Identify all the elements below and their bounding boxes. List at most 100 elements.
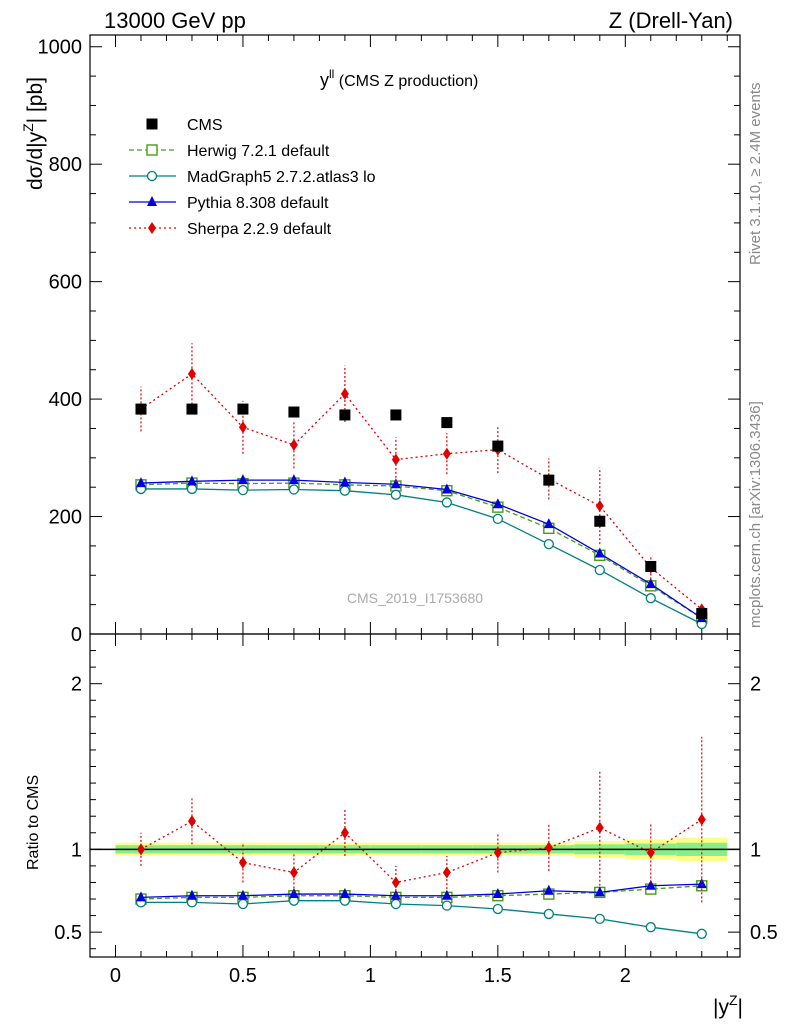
ratio-y-tick-label-right: 1: [750, 839, 761, 861]
ratio-plot: 0 0.5 1 1.5 2 0.5 0.5 1 1 2 2: [54, 633, 778, 987]
ratio-point-pythia-8-308-default: [645, 879, 656, 890]
legend-marker-cms: [146, 118, 158, 130]
ratio-plot-frame: [89, 633, 741, 958]
main-point-pythia-8-308-default: [645, 578, 656, 589]
main-series-line-herwig-7-2-1-default: [140, 482, 703, 619]
xlabel-pre: |y: [713, 996, 729, 1019]
main-point-sherpa-2-2-9-default: [340, 387, 349, 400]
ratio-point-madgraph5-2-7-2-atlas3-lo: [390, 898, 402, 910]
main-point-pythia-8-308-default: [186, 475, 197, 486]
ratio-point-sherpa-2-2-9-default: [493, 846, 502, 859]
main-point-pythia-8-308-default: [390, 478, 401, 489]
main-point-pythia-8-308-default: [594, 547, 605, 558]
ratio-point-sherpa-2-2-9-default: [238, 856, 247, 869]
main-point-pythia-8-308-default: [543, 518, 554, 529]
ratio-point-madgraph5-2-7-2-atlas3-lo: [492, 903, 503, 915]
ylabel-pre: dσ/d|y: [24, 131, 47, 190]
header-left: 13000 GeV pp: [104, 8, 246, 33]
main-point-cms: [696, 607, 708, 619]
main-point-cms: [237, 403, 249, 415]
ratio-point-madgraph5-2-7-2-atlas3-lo: [237, 898, 249, 910]
y-tick-label: 1000: [38, 37, 83, 59]
legend-label-madgraph5-2-7-2-atlas3-lo: MadGraph5 2.7.2.atlas3 lo: [187, 169, 376, 186]
x-tick-label: 2: [620, 965, 631, 987]
main-point-madgraph5-2-7-2-atlas3-lo: [288, 484, 300, 495]
legend-label-sherpa-2-2-9-default: Sherpa 2.2.9 default: [187, 221, 332, 238]
y-tick-label: 800: [49, 154, 82, 176]
ylabel-sup: Z: [20, 123, 36, 132]
main-point-sherpa-2-2-9-default: [391, 453, 400, 466]
side-text-rivet: Rivet 3.1.10, ≥ 2.4M events: [747, 83, 764, 266]
main-point-cms: [339, 409, 351, 421]
legend-marker-pythia-8-308-default: [147, 196, 157, 206]
ratio-point-pythia-8-308-default: [594, 886, 605, 897]
main-point-sherpa-2-2-9-default: [238, 421, 247, 434]
ratio-point-sherpa-2-2-9-default: [340, 826, 349, 839]
ratio-y-axis-label: Ratio to CMS: [25, 775, 42, 870]
main-plot-title: yll (CMS Z production): [320, 67, 478, 90]
x-tick-label: 1.5: [484, 965, 512, 987]
main-point-cms: [594, 515, 606, 527]
main-point-cms: [390, 409, 402, 421]
main-point-sherpa-2-2-9-default: [187, 367, 196, 380]
ratio-point-sherpa-2-2-9-default: [646, 846, 655, 859]
main-point-cms: [492, 440, 504, 452]
legend: CMS Herwig 7.2.1 default MadGraph5 2.7.2.a…: [129, 117, 376, 238]
xlabel-sup: Z: [729, 992, 738, 1008]
title-rest: (CMS Z production): [334, 73, 478, 90]
main-point-madgraph5-2-7-2-atlas3-lo: [186, 483, 198, 495]
main-point-cms: [645, 560, 657, 572]
ratio-point-madgraph5-2-7-2-atlas3-lo: [543, 908, 554, 920]
header-right: Z (Drell-Yan): [609, 8, 733, 33]
ratio-point-pythia-8-308-default: [339, 888, 350, 899]
ratio-point-sherpa-2-2-9-default: [595, 821, 604, 834]
main-point-madgraph5-2-7-2-atlas3-lo: [237, 484, 249, 496]
ratio-y-tick-label-right: 0.5: [750, 922, 778, 944]
main-point-cms: [441, 417, 453, 429]
ratio-point-sherpa-2-2-9-default: [187, 815, 196, 828]
x-tick-label: 0: [110, 965, 121, 987]
x-tick-label: 0.5: [229, 965, 257, 987]
main-point-sherpa-2-2-9-default: [289, 438, 298, 451]
y-tick-label: 400: [49, 389, 82, 411]
x-axis-label: |yZ|: [713, 992, 743, 1019]
main-series-line-sherpa-2-2-9-default: [140, 372, 703, 610]
ratio-point-sherpa-2-2-9-default: [391, 876, 400, 889]
main-point-pythia-8-308-default: [237, 474, 248, 485]
ratio-point-pythia-8-308-default: [696, 878, 707, 889]
ratio-point-sherpa-2-2-9-default: [544, 841, 553, 854]
legend-label-cms: CMS: [187, 117, 223, 134]
main-point-cms: [186, 403, 198, 415]
y-axis-label: dσ/d|yZ| [pb]: [20, 77, 47, 190]
ratio-point-pythia-8-308-default: [237, 889, 248, 900]
ratio-point-pythia-8-308-default: [441, 889, 452, 900]
analysis-id: CMS_2019_I1753680: [347, 590, 483, 606]
main-point-madgraph5-2-7-2-atlas3-lo: [492, 513, 503, 525]
ratio-point-pythia-8-308-default: [135, 891, 146, 902]
main-point-cms: [135, 403, 147, 415]
ratio-point-sherpa-2-2-9-default: [442, 866, 451, 879]
xlabel-post: |: [738, 996, 743, 1019]
ratio-point-sherpa-2-2-9-default: [697, 813, 706, 826]
main-point-pythia-8-308-default: [441, 483, 452, 494]
ratio-series-line-madgraph5-2-7-2-atlas3-lo: [140, 900, 702, 935]
ratio-point-madgraph5-2-7-2-atlas3-lo: [696, 928, 707, 939]
main-point-cms: [543, 474, 555, 486]
ratio-point-pythia-8-308-default: [186, 889, 197, 900]
ratio-y-tick-label: 2: [71, 674, 82, 696]
main-point-pythia-8-308-default: [288, 474, 299, 485]
side-text-mcplots: mcplots.cern.ch [arXiv:1306.3436]: [747, 401, 764, 628]
main-series-line-pythia-8-308-default: [140, 479, 703, 619]
ratio-y-tick-label: 0.5: [54, 922, 82, 944]
legend-marker-herwig-7-2-1-default: [146, 144, 158, 156]
y-tick-label: 0: [71, 624, 82, 646]
main-point-cms: [288, 406, 300, 418]
ratio-point-madgraph5-2-7-2-atlas3-lo: [441, 900, 453, 911]
ratio-series-line-pythia-8-308-default: [140, 883, 702, 899]
ratio-point-sherpa-2-2-9-default: [289, 866, 298, 879]
ratio-point-madgraph5-2-7-2-atlas3-lo: [594, 913, 605, 925]
main-point-pythia-8-308-default: [135, 477, 146, 488]
y-tick-label: 600: [49, 272, 82, 294]
legend-marker-madgraph5-2-7-2-atlas3-lo: [146, 170, 158, 182]
